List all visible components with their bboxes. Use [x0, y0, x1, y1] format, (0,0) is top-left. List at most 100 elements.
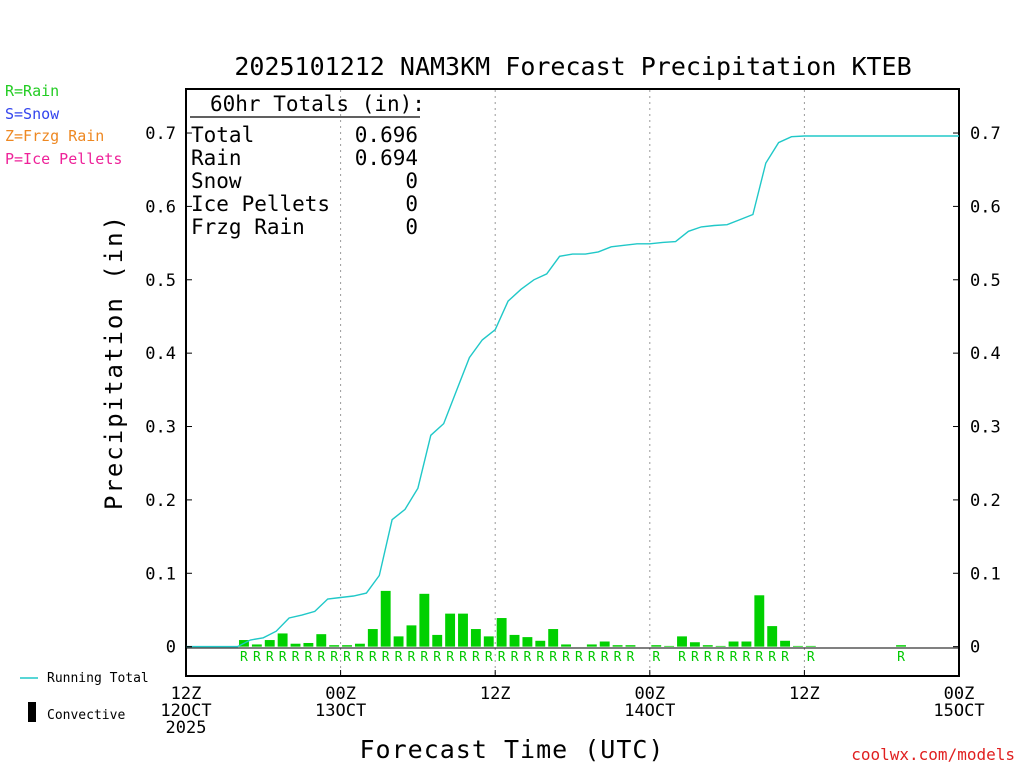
precip-type-mark: R — [266, 650, 274, 665]
precip-bar — [458, 613, 468, 647]
precip-type-mark: R — [730, 650, 738, 665]
y-tick-label-right: 0.7 — [970, 124, 1001, 144]
legend-frzg-rain: Z=Frzg Rain — [5, 127, 104, 145]
precip-bar — [342, 645, 352, 647]
totals-row-value: 0.696 — [355, 123, 418, 147]
precip-type-mark: R — [253, 650, 261, 665]
legend-convective: Convective — [47, 708, 125, 723]
totals-row-value: 0 — [405, 215, 418, 239]
precip-bar — [805, 645, 816, 647]
y-tick-label-right: 0.5 — [970, 271, 1001, 291]
precip-bar — [277, 633, 288, 647]
totals-box: 60hr Totals (in): Total 0.696 Rain 0.694… — [190, 92, 425, 239]
precip-type-mark: R — [395, 650, 403, 665]
precip-type-mark: R — [292, 650, 300, 665]
convective-swatch — [28, 702, 36, 722]
totals-row-label: Snow — [191, 169, 242, 193]
precip-type-mark: R — [369, 650, 377, 665]
x-tick-label: 12Z — [171, 684, 202, 704]
precip-bar — [625, 645, 636, 647]
x-tick-label: 12Z — [789, 684, 820, 704]
y-tick-label-right: 0.2 — [970, 491, 1001, 511]
precip-bar — [561, 644, 571, 647]
x-tick-label: 14OCT — [624, 701, 675, 721]
y-tick-label-right: 0.3 — [970, 418, 1001, 438]
precip-bar — [728, 641, 739, 647]
y-axis-label: Precipitation (in) — [100, 214, 128, 510]
precip-type-mark: R — [781, 650, 789, 665]
precip-type-mark: R — [601, 650, 609, 665]
precip-type-mark: R — [743, 650, 751, 665]
precip-bar — [522, 637, 533, 647]
precip-bar — [251, 644, 262, 647]
precip-bars — [239, 590, 906, 647]
precip-type-mark: R — [446, 650, 454, 665]
precip-bar — [509, 634, 520, 647]
precip-bar — [432, 634, 443, 647]
x-axis-label: Forecast Time (UTC) — [360, 735, 665, 764]
precip-type-mark: R — [420, 650, 428, 665]
precip-type-mark: R — [343, 650, 351, 665]
precip-type-mark: R — [768, 650, 776, 665]
y-tick-label-left: 0.4 — [145, 344, 176, 364]
precip-type-mark: R — [498, 650, 506, 665]
precip-bar — [354, 643, 365, 647]
precip-type-mark: R — [897, 650, 905, 665]
legend-snow: S=Snow — [5, 105, 60, 123]
precip-type-mark: R — [691, 650, 699, 665]
precip-type-mark: R — [240, 650, 248, 665]
precip-bar — [780, 640, 791, 647]
precip-type-mark: R — [317, 650, 325, 665]
precip-bar — [548, 629, 559, 647]
precip-type-mark: R — [755, 650, 763, 665]
precip-type-mark: R — [382, 650, 390, 665]
precip-type-mark: R — [356, 650, 364, 665]
y-tick-label-left: 0.6 — [145, 197, 176, 217]
x-tick-label: 00Z — [325, 684, 356, 704]
totals-row-label: Rain — [191, 146, 242, 170]
precip-bar — [264, 640, 275, 647]
precip-bar — [754, 595, 765, 647]
x-tick-label: 12OCT — [160, 701, 211, 721]
precip-type-mark: R — [279, 650, 287, 665]
precip-bar — [677, 636, 687, 647]
x-tick-label: 2025 — [166, 718, 207, 738]
precip-type-legend: R=Rain S=Snow Z=Frzg Rain P=Ice Pellets — [5, 82, 122, 168]
precip-type-mark: R — [717, 650, 725, 665]
y-tick-label-right: 0.1 — [970, 564, 1001, 584]
y-tick-label-right: 0.6 — [970, 197, 1001, 217]
precip-type-mark: R — [433, 650, 441, 665]
precip-type-mark: R — [485, 650, 493, 665]
y-axis-ticks: 0 00.1 0.10.2 0.20.3 0.30.4 0.40.5 0.50.6 0.60.… — [145, 124, 1000, 658]
precip-type-mark: R — [652, 650, 660, 665]
precip-bar — [599, 641, 610, 647]
y-tick-label-left: 0.1 — [145, 564, 176, 584]
x-tick-label: 13OCT — [315, 701, 366, 721]
precip-bar — [586, 644, 597, 647]
totals-row-label: Frzg Rain — [191, 215, 305, 239]
precip-bar — [741, 641, 752, 647]
x-tick-label: 00Z — [634, 684, 665, 704]
precip-bar — [767, 626, 778, 647]
plot-frame — [185, 88, 960, 677]
precip-bar — [419, 593, 430, 647]
chart-title: 2025101212 NAM3KM Forecast Precipitation… — [234, 52, 911, 81]
precip-type-mark: R — [704, 650, 712, 665]
precip-type-mark: R — [408, 650, 416, 665]
precip-bar — [535, 640, 546, 647]
precip-bar — [445, 613, 456, 647]
precip-type-mark: R — [549, 650, 557, 665]
precip-bar — [367, 629, 378, 647]
precip-type-mark: R — [459, 650, 467, 665]
precip-type-mark: R — [678, 650, 686, 665]
precip-type-mark: R — [588, 650, 596, 665]
site-credit: coolwx.com/models — [851, 745, 1015, 764]
precip-bar — [470, 629, 481, 647]
precip-bar — [651, 645, 662, 647]
precip-type-mark: R — [511, 650, 519, 665]
precip-type-mark: R — [614, 650, 622, 665]
y-tick-label-left: 0 — [166, 638, 176, 658]
precip-bar — [406, 625, 417, 647]
